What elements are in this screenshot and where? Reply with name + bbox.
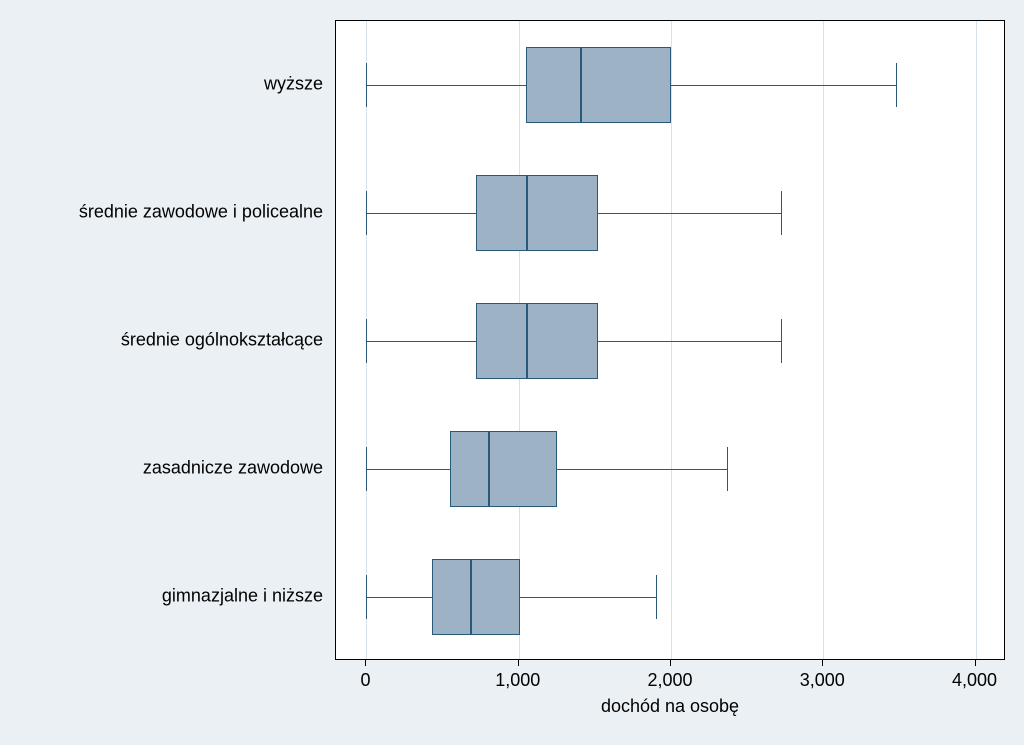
box [432, 559, 520, 636]
x-tick-label: 4,000 [952, 670, 997, 691]
plot-area [335, 20, 1005, 660]
x-tick-label: 2,000 [647, 670, 692, 691]
x-tick [518, 660, 519, 666]
whisker-cap-min [366, 63, 367, 108]
whisker-cap-max [896, 63, 897, 108]
box [450, 431, 557, 508]
box [476, 303, 598, 380]
box [526, 47, 671, 124]
whisker-lower [366, 341, 476, 342]
whisker-cap-min [366, 575, 367, 620]
whisker-cap-max [781, 319, 782, 364]
whisker-upper [557, 469, 728, 470]
whisker-cap-min [366, 319, 367, 364]
median-line [526, 303, 528, 380]
x-tick [975, 660, 976, 666]
whisker-lower [366, 213, 476, 214]
gridline [976, 21, 977, 659]
chart-background: 0 1,000 2,000 3,000 4,000 dochód na osobę wyżs… [0, 0, 1024, 745]
category-label: gimnazjalne i niższe [162, 586, 323, 607]
x-tick-label: 3,000 [800, 670, 845, 691]
x-axis-title: dochód na osobę [601, 696, 739, 717]
median-line [488, 431, 490, 508]
category-label: średnie ogólnokształcące [121, 330, 323, 351]
whisker-cap-max [781, 191, 782, 236]
whisker-cap-min [366, 447, 367, 492]
x-tick-label: 1,000 [495, 670, 540, 691]
whisker-cap-max [656, 575, 657, 620]
whisker-cap-min [366, 191, 367, 236]
category-label: wyższe [264, 74, 323, 95]
x-tick [822, 660, 823, 666]
median-line [470, 559, 472, 636]
median-line [580, 47, 582, 124]
whisker-upper [520, 597, 656, 598]
whisker-cap-max [727, 447, 728, 492]
gridline [671, 21, 672, 659]
x-tick [670, 660, 671, 666]
x-tick-label: 0 [360, 670, 370, 691]
whisker-lower [366, 85, 526, 86]
category-label: zasadnicze zawodowe [143, 458, 323, 479]
box [476, 175, 598, 252]
whisker-upper [598, 341, 781, 342]
whisker-lower [366, 597, 431, 598]
whisker-upper [671, 85, 896, 86]
category-label: średnie zawodowe i policealne [79, 202, 323, 223]
gridline [823, 21, 824, 659]
median-line [526, 175, 528, 252]
whisker-upper [598, 213, 781, 214]
x-tick [365, 660, 366, 666]
whisker-lower [366, 469, 450, 470]
